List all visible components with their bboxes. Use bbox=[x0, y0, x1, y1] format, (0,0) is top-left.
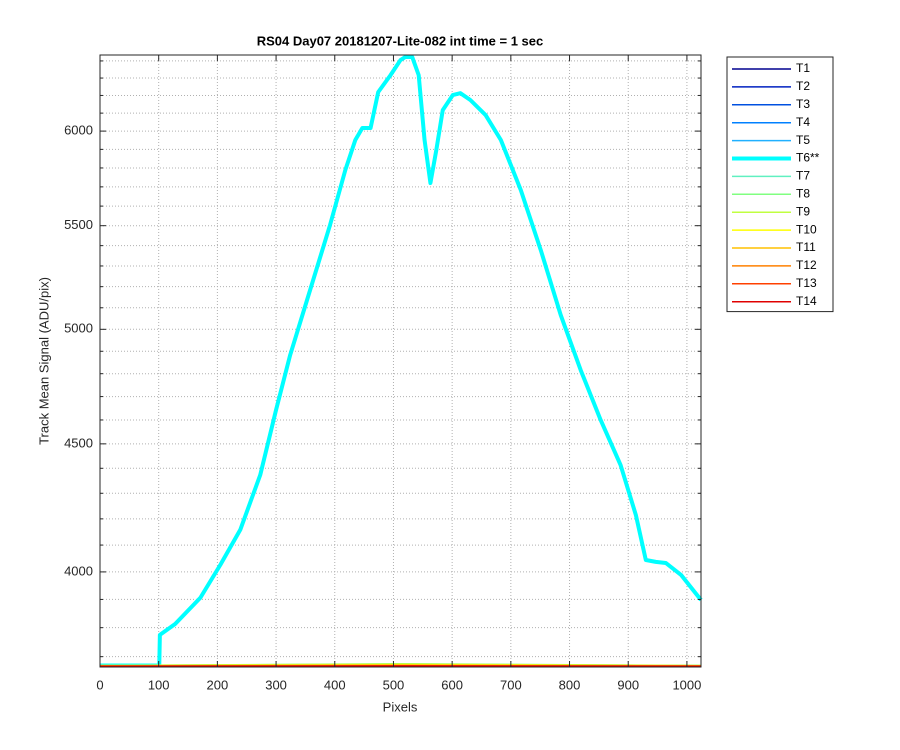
legend-label: T3 bbox=[796, 97, 810, 111]
x-tick-label: 200 bbox=[207, 677, 229, 692]
legend-label: T2 bbox=[796, 79, 810, 93]
legend-label: T10 bbox=[796, 222, 817, 236]
plot-area bbox=[99, 55, 703, 668]
y-tick-label: 5000 bbox=[64, 321, 93, 336]
x-axis-label: Pixels bbox=[383, 699, 418, 714]
chart-title: RS04 Day07 20181207-Lite-082 int time = … bbox=[257, 33, 544, 48]
legend-label: T13 bbox=[796, 276, 817, 290]
x-tick-label: 700 bbox=[500, 677, 522, 692]
legend-label: T1 bbox=[796, 61, 810, 75]
x-tick-label: 600 bbox=[441, 677, 463, 692]
legend-label: T9 bbox=[796, 204, 810, 218]
x-tick-label: 900 bbox=[617, 677, 639, 692]
x-tick-label: 1000 bbox=[672, 677, 701, 692]
legend-label: T4 bbox=[796, 115, 810, 129]
axes-box bbox=[99, 54, 702, 668]
legend-label: T14 bbox=[796, 294, 817, 308]
x-tick-label: 100 bbox=[148, 677, 170, 692]
legend-label: T7 bbox=[796, 169, 810, 183]
axes: 4000 4500 5000 5500 6000 0 100 200 300 400 500 600 7… bbox=[64, 54, 702, 692]
legend-label: T5 bbox=[796, 133, 810, 147]
x-tick-label: 400 bbox=[324, 677, 346, 692]
y-tick-label: 4000 bbox=[64, 563, 93, 578]
x-tick-label: 300 bbox=[265, 677, 287, 692]
legend-label: T8 bbox=[796, 186, 810, 200]
x-tick-label: 800 bbox=[559, 677, 581, 692]
legend-label: T6** bbox=[796, 151, 820, 165]
legend-label: T12 bbox=[796, 258, 817, 272]
legend: T1 T2 T3 T4 T5 T6** T7 T8 T9 T10 T11 T12 T13 T14 bbox=[726, 56, 834, 313]
legend-label: T11 bbox=[796, 240, 816, 254]
y-tick-label: 6000 bbox=[64, 123, 93, 138]
y-axis-label: Track Mean Signal (ADU/pix) bbox=[36, 277, 51, 445]
series-line bbox=[100, 55, 703, 668]
legend-box bbox=[726, 56, 834, 313]
x-tick-label: 500 bbox=[383, 677, 405, 692]
x-tick-label: 0 bbox=[96, 677, 103, 692]
y-tick-label: 4500 bbox=[64, 435, 93, 450]
y-tick-label: 5500 bbox=[64, 217, 93, 232]
